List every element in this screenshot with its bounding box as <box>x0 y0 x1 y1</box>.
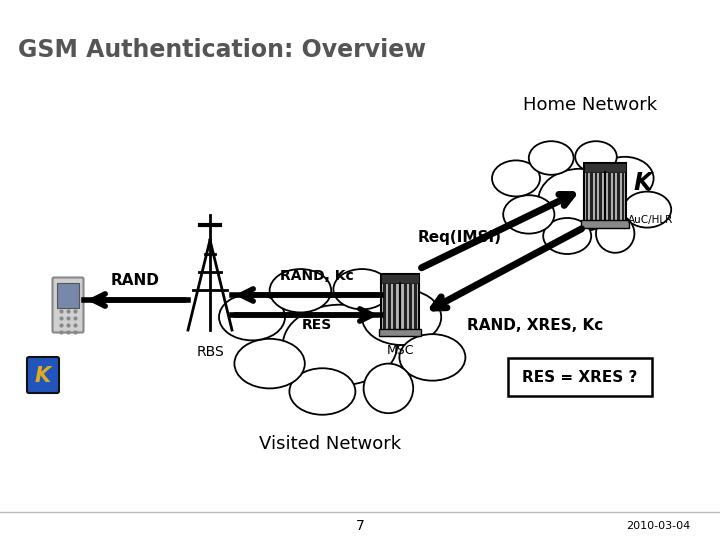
FancyBboxPatch shape <box>383 284 386 332</box>
FancyBboxPatch shape <box>600 173 602 224</box>
FancyBboxPatch shape <box>586 173 588 224</box>
Text: Visited Network: Visited Network <box>259 435 401 453</box>
FancyBboxPatch shape <box>595 173 597 224</box>
FancyBboxPatch shape <box>613 173 615 224</box>
FancyBboxPatch shape <box>399 284 401 332</box>
Text: RES = XRES ?: RES = XRES ? <box>522 369 638 384</box>
Text: K: K <box>35 366 51 386</box>
Text: GSM Authentication: Overview: GSM Authentication: Overview <box>18 38 426 62</box>
FancyBboxPatch shape <box>409 284 412 332</box>
FancyBboxPatch shape <box>404 284 407 332</box>
FancyBboxPatch shape <box>379 328 421 336</box>
Text: 7: 7 <box>356 519 364 533</box>
FancyBboxPatch shape <box>393 284 396 332</box>
FancyBboxPatch shape <box>581 220 629 227</box>
Text: RAND: RAND <box>111 273 159 288</box>
Text: RAND, XRES, Kc: RAND, XRES, Kc <box>467 318 603 333</box>
FancyBboxPatch shape <box>622 173 624 224</box>
FancyBboxPatch shape <box>508 358 652 396</box>
FancyBboxPatch shape <box>608 173 611 224</box>
Text: MSC: MSC <box>386 344 414 357</box>
Text: 2010-03-04: 2010-03-04 <box>626 521 690 531</box>
FancyBboxPatch shape <box>604 173 606 224</box>
FancyBboxPatch shape <box>584 163 626 172</box>
FancyBboxPatch shape <box>584 163 626 227</box>
FancyBboxPatch shape <box>381 274 419 284</box>
FancyBboxPatch shape <box>388 284 391 332</box>
Text: RAND, Kc: RAND, Kc <box>279 269 354 283</box>
Text: K: K <box>633 171 652 194</box>
Text: Req(IMSI): Req(IMSI) <box>418 230 502 245</box>
Text: Home Network: Home Network <box>523 96 657 113</box>
FancyBboxPatch shape <box>57 283 79 308</box>
FancyBboxPatch shape <box>27 357 59 393</box>
FancyBboxPatch shape <box>381 274 419 336</box>
FancyBboxPatch shape <box>415 284 417 332</box>
Text: RBS: RBS <box>196 345 224 359</box>
Text: AuC/HLR: AuC/HLR <box>628 215 673 226</box>
FancyBboxPatch shape <box>53 278 84 333</box>
FancyBboxPatch shape <box>617 173 619 224</box>
Text: RES: RES <box>302 318 332 332</box>
FancyBboxPatch shape <box>590 173 593 224</box>
